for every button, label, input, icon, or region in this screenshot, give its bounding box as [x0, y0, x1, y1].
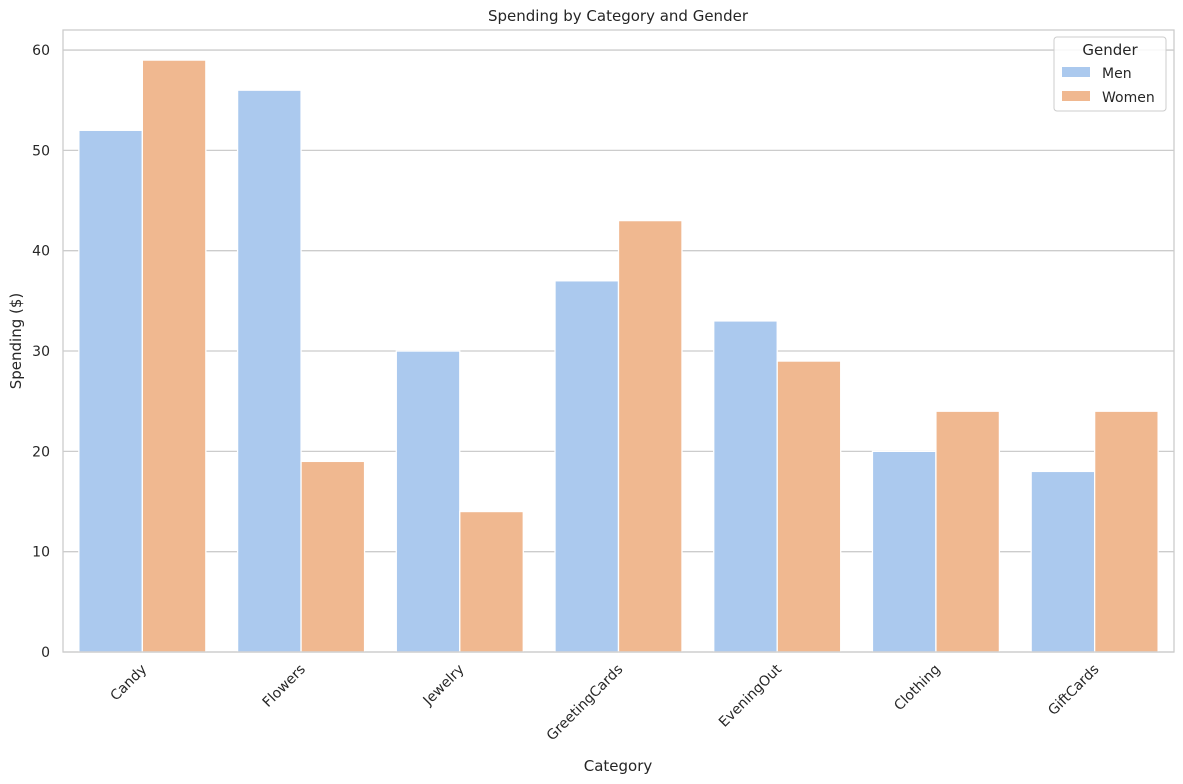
y-tick-label: 50 [32, 143, 50, 159]
chart-title: Spending by Category and Gender [488, 7, 749, 25]
x-tick-label: GiftCards [1045, 662, 1102, 719]
y-tick-label: 30 [32, 344, 50, 360]
x-tick-label: EveningOut [716, 661, 785, 730]
y-tick-label: 10 [32, 545, 50, 561]
bar-men-eveningout [713, 320, 778, 653]
y-tick-label: 0 [41, 645, 50, 661]
legend-swatch-women [1062, 91, 1090, 101]
bar-women-candy [141, 59, 207, 653]
legend-title: Gender [1082, 41, 1138, 59]
plot-frame [62, 29, 1175, 653]
bar-men-greetingcards [554, 280, 620, 653]
bar-women-flowers [300, 460, 366, 653]
bar-women-clothing [935, 410, 1001, 653]
bar-men-flowers [236, 89, 302, 653]
bar-men-clothing [871, 450, 937, 653]
bar-men-candy [78, 129, 144, 653]
bar-women-greetingcards [617, 219, 683, 653]
legend-swatch-men [1062, 67, 1090, 77]
bar-men-giftcards [1030, 470, 1096, 653]
x-tick-labels: Candy Flowers Jewelry GreetingCards EveningO… [107, 661, 1102, 744]
y-tick-labels: 0 10 20 30 40 50 60 [32, 43, 50, 661]
legend-label-women: Women [1102, 90, 1155, 106]
x-tick-label: GreetingCards [544, 662, 627, 745]
x-axis-label: Category [584, 757, 653, 775]
bars [78, 59, 1159, 653]
y-axis-label: Spending ($) [7, 293, 25, 390]
bar-men-jewelry [395, 350, 461, 653]
x-tick-label: Clothing [891, 662, 944, 715]
bar-women-giftcards [1093, 410, 1159, 653]
y-tick-label: 20 [32, 444, 50, 460]
y-tick-label: 60 [32, 43, 50, 59]
legend: Gender Men Women [1053, 36, 1167, 112]
bar-women-eveningout [776, 360, 842, 653]
x-tick-label: Jewelry [420, 662, 468, 710]
bar-women-jewelry [459, 510, 524, 653]
x-tick-label: Candy [107, 662, 150, 705]
x-tick-label: Flowers [260, 662, 309, 711]
legend-label-men: Men [1102, 66, 1132, 82]
y-tick-label: 40 [32, 244, 50, 260]
